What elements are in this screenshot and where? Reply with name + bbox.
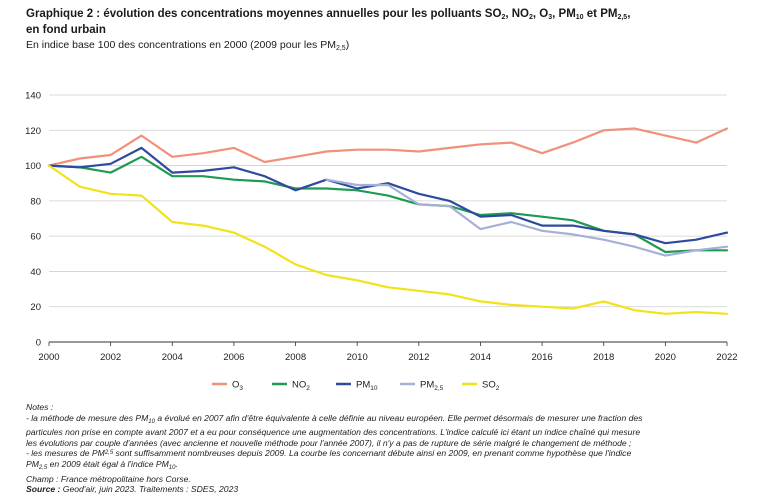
x-tick-label: 2004 <box>162 352 183 363</box>
series-line-o3 <box>47 127 729 167</box>
y-tick-label: 120 <box>25 126 41 137</box>
y-tick-label: 140 <box>25 91 41 102</box>
y-axis-ticks: 0 20 40 60 80 100 120 140 <box>25 91 41 349</box>
series-lines <box>47 127 729 315</box>
notes-heading: Notes : <box>26 402 54 412</box>
note-line: PM2,5 en 2009 était égal à l'indice PM10… <box>26 458 178 471</box>
x-tick-label: 2022 <box>716 352 737 363</box>
note-line: les évolutions par couple d'années (avec… <box>26 437 632 448</box>
series-line-pm25 <box>325 178 729 257</box>
y-tick-label: 100 <box>25 161 41 172</box>
legend-label: PM2,5 <box>420 380 444 393</box>
chart-subtitle: En indice base 100 des concentrations en… <box>26 39 350 52</box>
x-tick-label: 2014 <box>470 352 491 363</box>
x-tick-label: 2020 <box>655 352 676 363</box>
champ-line: Champ : France métropolitaine hors Corse… <box>26 473 191 484</box>
x-axis-ticks: 2000 2002 2004 2006 2008 2010 2012 2014 2016 2018… <box>38 342 738 363</box>
note-line: particules non prise en compte avant 200… <box>26 427 641 438</box>
x-tick-label: 2002 <box>100 352 121 363</box>
y-tick-label: 60 <box>30 232 41 243</box>
note-line: - les mesures de PM2,5 sont suffisamment… <box>26 448 632 459</box>
note-line: - la méthode de mesure des PM10 a évolué… <box>26 412 643 425</box>
y-tick-label: 20 <box>30 302 41 313</box>
notes: Notes : - la méthode de mesure des PM10 … <box>26 402 746 495</box>
x-tick-label: 2016 <box>532 352 553 363</box>
legend-label: PM10 <box>356 380 378 393</box>
legend-label: NO2 <box>292 380 310 393</box>
x-tick-label: 2006 <box>223 352 244 363</box>
series-line-so2 <box>47 164 729 315</box>
chart-title: Graphique 2 : évolution des concentratio… <box>26 8 631 36</box>
y-tick-label: 0 <box>36 338 41 349</box>
legend: O3 NO2 PM10 PM2,5 SO2 <box>212 380 500 393</box>
grid-lines <box>49 94 727 343</box>
y-tick-label: 80 <box>30 196 41 207</box>
y-tick-label: 40 <box>30 267 41 278</box>
x-tick-label: 2018 <box>593 352 614 363</box>
x-tick-label: 2010 <box>347 352 368 363</box>
x-tick-label: 2012 <box>408 352 429 363</box>
x-tick-label: 2000 <box>38 352 59 363</box>
source-line: Source : Geod'air, juin 2023. Traitement… <box>26 484 239 495</box>
series-line-pm10 <box>47 146 729 245</box>
x-tick-label: 2008 <box>285 352 306 363</box>
legend-label: SO2 <box>482 380 500 393</box>
legend-label: O3 <box>232 380 243 393</box>
